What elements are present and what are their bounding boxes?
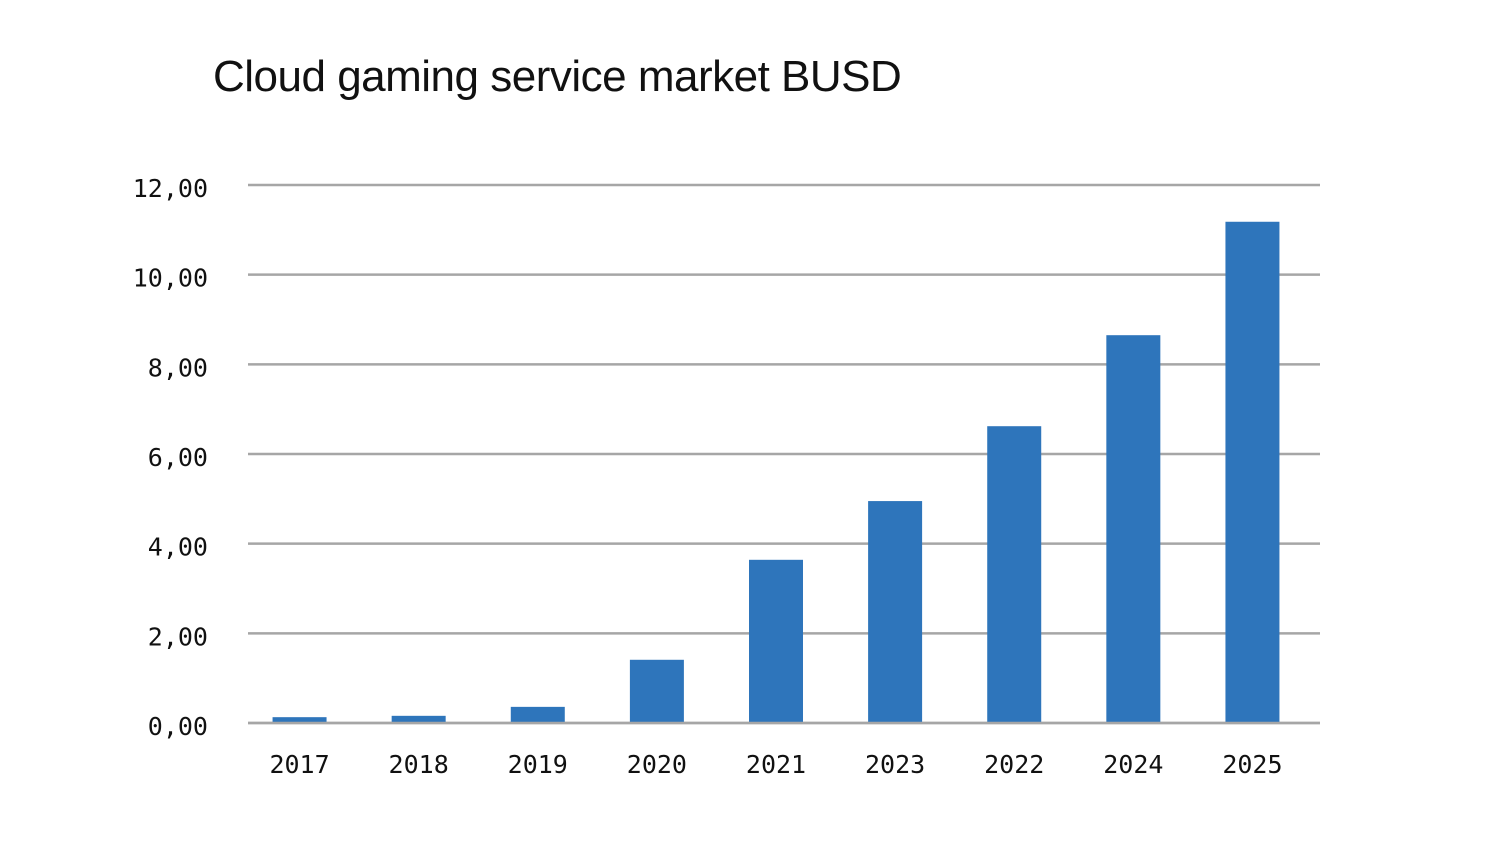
bar-2023 [868, 501, 923, 723]
bar-2021 [749, 559, 803, 723]
x-tick-label: 2023 [865, 750, 925, 779]
chart-title: Cloud gaming service market BUSD [213, 52, 902, 101]
x-tick-label: 2020 [627, 750, 687, 779]
x-tick-label: 2024 [1103, 750, 1163, 779]
bar-2025 [1225, 221, 1280, 723]
y-tick-label: 10,00 [133, 264, 208, 293]
y-tick-label: 8,00 [148, 353, 208, 382]
x-tick-label: 2022 [984, 750, 1044, 779]
x-tick-label: 2021 [746, 750, 806, 779]
x-tick-label: 2017 [269, 750, 329, 779]
y-tick-label: 0,00 [148, 712, 208, 741]
bar-2018 [391, 715, 446, 723]
y-tick-label: 12,00 [133, 174, 208, 203]
y-tick-label: 4,00 [148, 533, 208, 562]
x-tick-label: 2019 [508, 750, 568, 779]
y-tick-label: 6,00 [148, 443, 208, 472]
x-tick-label: 2025 [1222, 750, 1282, 779]
bar-2022 [987, 426, 1042, 723]
bar-2019 [510, 706, 565, 723]
bar-2024 [1106, 335, 1161, 723]
bar-2017 [272, 717, 327, 723]
bar-2020 [629, 659, 684, 723]
x-tick-label: 2018 [389, 750, 449, 779]
y-tick-label: 2,00 [148, 622, 208, 651]
